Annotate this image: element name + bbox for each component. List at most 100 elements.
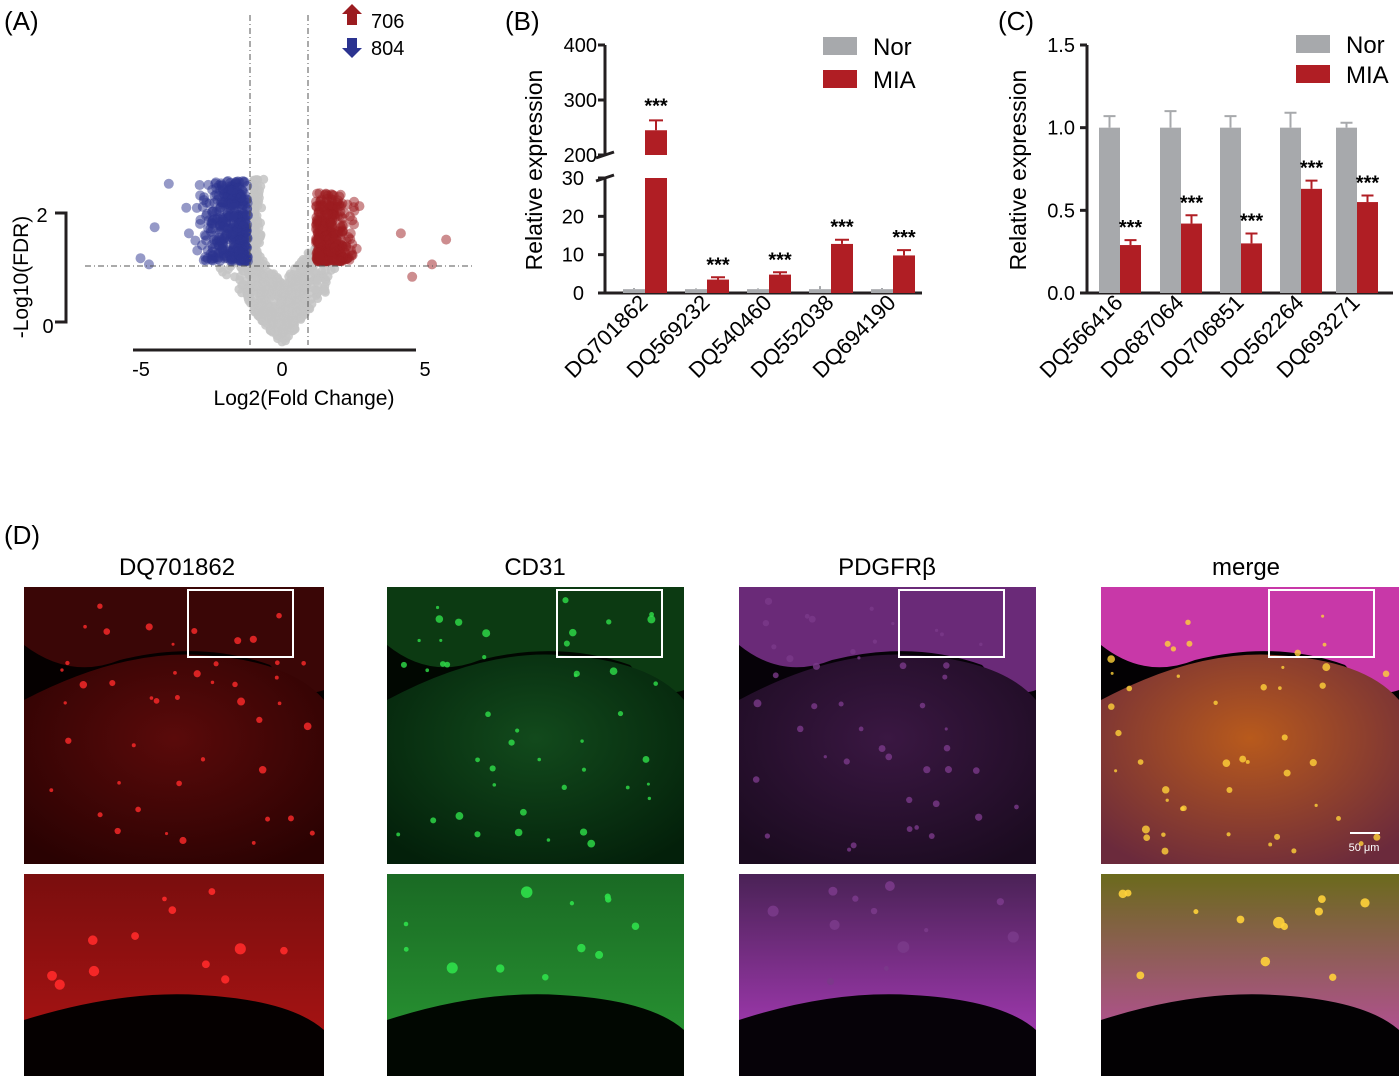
signal-spot: [162, 896, 167, 902]
bar-nor: [1099, 127, 1120, 294]
signal-spot: [631, 922, 640, 930]
error-bar-mia: [1245, 232, 1258, 244]
signal-spot: [891, 621, 895, 626]
data-point-ns: [287, 274, 297, 284]
signal-spot: [396, 832, 401, 837]
data-point-ns: [281, 279, 291, 289]
signal-spot: [482, 629, 491, 638]
significance-label: ***: [1300, 158, 1324, 180]
signal-spot: [829, 919, 840, 930]
signal-spot: [103, 628, 111, 635]
signal-spot: [439, 661, 446, 667]
data-point-down: [207, 246, 218, 257]
error-bar-mia: [773, 271, 787, 275]
signal-spot: [1107, 655, 1116, 663]
data-point-ns: [258, 271, 268, 281]
bar-nor: [809, 289, 831, 293]
signal-spot: [852, 895, 859, 902]
signal-spot: [869, 606, 874, 611]
signal-spot: [1222, 759, 1231, 767]
signal-spot: [87, 935, 98, 946]
bar-mia: [1120, 245, 1141, 293]
error-bar-mia: [649, 119, 663, 131]
image-title-cd31: CD31: [504, 554, 565, 581]
signal-spot: [932, 800, 940, 808]
signal-spot: [1291, 848, 1297, 854]
signal-spot: [54, 979, 65, 990]
signal-spot: [812, 662, 821, 670]
signal-spot: [249, 635, 257, 643]
signal-spot: [208, 888, 216, 895]
signal-spot: [883, 966, 889, 971]
data-point-ns: [272, 330, 282, 340]
signal-spot: [762, 619, 770, 627]
signal-spot: [65, 660, 70, 666]
data-point-up: [322, 208, 333, 219]
signal-spot: [1226, 787, 1233, 793]
microscopy-panel: DQ701862 CD31 PDGFRβ merge: [24, 554, 1399, 1076]
y-tick-label: 1.0: [1047, 118, 1075, 140]
signal-spot: [117, 781, 121, 785]
signal-spot: [1281, 734, 1288, 741]
signal-spot: [878, 745, 886, 753]
error-bar-nor: [1284, 111, 1297, 128]
signal-spot: [1336, 815, 1341, 821]
zoom-box: [187, 589, 294, 658]
signal-spot: [786, 655, 794, 663]
volcano-upregulated-points: [311, 188, 365, 267]
signal-spot: [400, 661, 407, 668]
data-point-up: [327, 231, 338, 242]
y-tick-label: 400: [564, 35, 597, 57]
data-point-ns: [238, 266, 248, 276]
signal-spot: [561, 784, 567, 791]
signal-spot: [843, 758, 850, 765]
data-point-ns: [265, 312, 275, 322]
signal-spot: [515, 728, 520, 733]
signal-spot: [646, 782, 650, 786]
signal-spot: [1318, 895, 1326, 903]
signal-spot: [1329, 973, 1337, 981]
legend-label-nor: Nor: [1346, 32, 1385, 59]
signal-spot: [417, 638, 421, 643]
signal-spot: [1161, 832, 1166, 837]
signal-spot: [546, 838, 551, 842]
signal-spot: [542, 973, 549, 981]
signal-spot: [764, 597, 773, 605]
signal-spot: [179, 836, 187, 844]
data-point-down: [143, 259, 154, 270]
signal-spot: [1236, 915, 1245, 924]
data-point-up: [395, 228, 406, 239]
image-pdgfrb-zoom: [739, 874, 1036, 1076]
signal-spot: [1321, 614, 1325, 618]
data-point-down: [225, 251, 236, 262]
signal-spot: [1143, 834, 1151, 842]
signal-spot: [221, 975, 230, 984]
signal-spot: [1239, 755, 1247, 763]
data-point-down: [242, 210, 253, 221]
data-point-ns: [290, 290, 300, 300]
significance-label: ***: [1356, 172, 1380, 194]
signal-spot: [1180, 806, 1185, 812]
signal-spot: [1115, 729, 1122, 737]
signal-spot: [1126, 685, 1133, 692]
signal-spot: [897, 941, 910, 954]
signal-spot: [301, 660, 306, 666]
signal-spot: [446, 962, 458, 974]
volcano-legend: 706 804: [342, 4, 404, 60]
signal-spot: [1114, 769, 1118, 773]
data-point-down: [163, 178, 174, 189]
arrow-up-icon: [342, 4, 362, 25]
significance-label: ***: [830, 217, 854, 239]
signal-spot: [200, 757, 206, 762]
signal-spot: [753, 699, 762, 708]
image-title-pdgfrb: PDGFRβ: [838, 554, 936, 581]
data-point-ns: [259, 174, 269, 184]
signal-spot: [838, 701, 844, 707]
signal-spot: [979, 642, 983, 647]
image-cd31-overview: [387, 587, 684, 864]
signal-spot: [193, 670, 201, 678]
data-point-down: [149, 222, 160, 233]
signal-spot: [97, 812, 103, 818]
